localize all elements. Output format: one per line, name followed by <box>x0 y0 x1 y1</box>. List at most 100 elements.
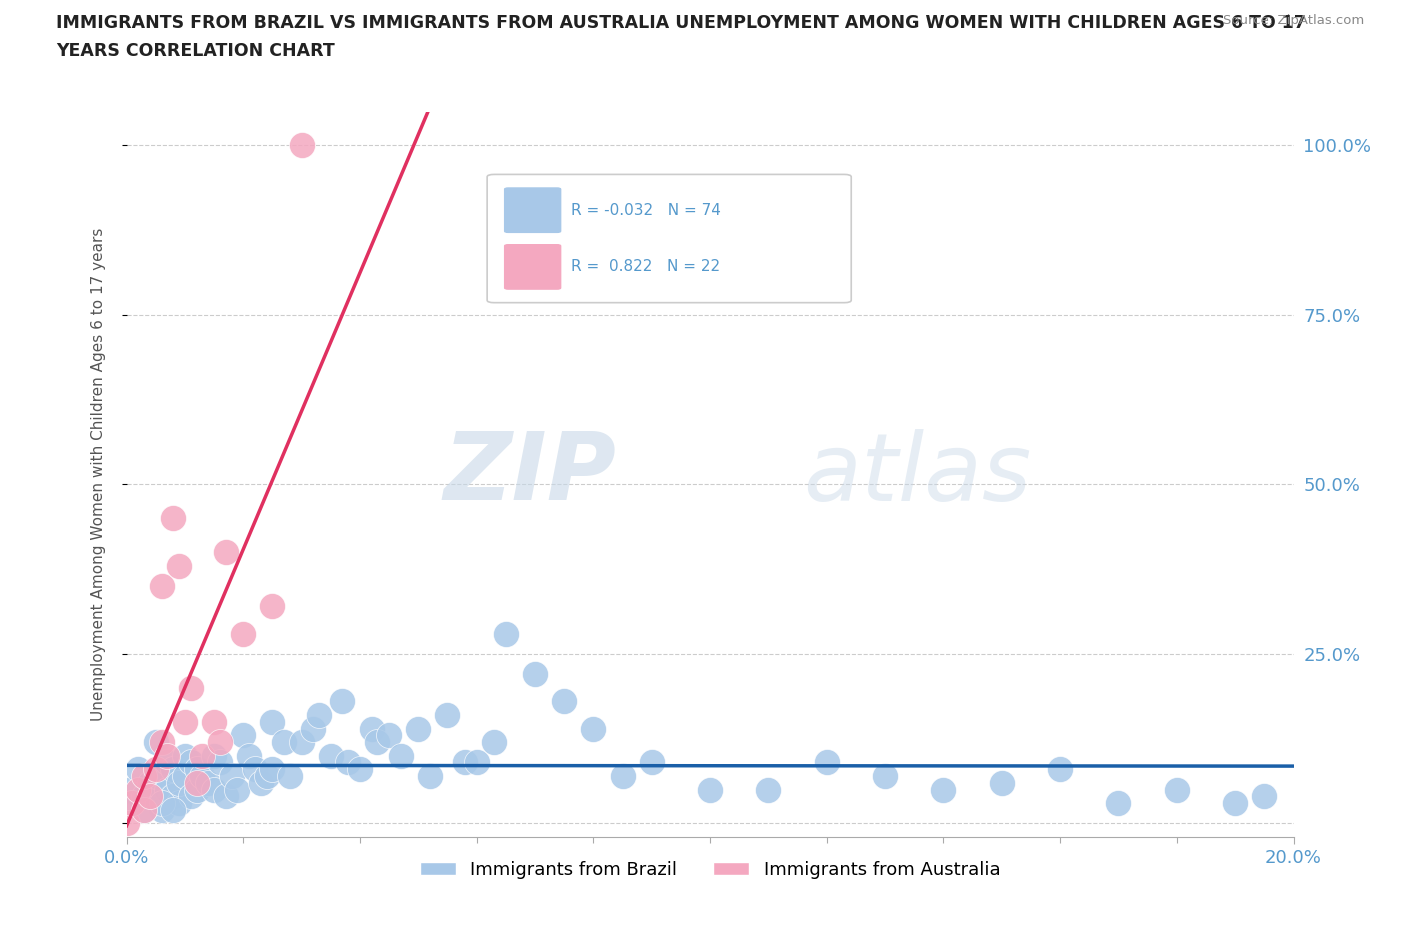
Point <box>1166 782 1188 797</box>
Y-axis label: Unemployment Among Women with Children Ages 6 to 17 years: Unemployment Among Women with Children A… <box>91 228 105 721</box>
Point <box>756 782 779 797</box>
Text: ZIP: ZIP <box>444 429 617 520</box>
Point <box>191 749 214 764</box>
Point <box>174 768 197 783</box>
Point <box>145 735 167 750</box>
Point <box>1253 789 1275 804</box>
Point <box>186 776 208 790</box>
Point <box>174 749 197 764</box>
Point <box>378 728 401 743</box>
Point <box>202 714 225 729</box>
Point <box>932 782 955 797</box>
Point <box>156 782 179 797</box>
Point <box>273 735 295 750</box>
Point <box>238 749 260 764</box>
Point <box>1108 796 1130 811</box>
Point <box>197 776 219 790</box>
Point <box>162 762 184 777</box>
Point <box>495 626 517 641</box>
Point <box>302 721 325 736</box>
Point <box>454 755 477 770</box>
Point <box>132 789 155 804</box>
Point <box>156 749 179 764</box>
Point <box>162 511 184 525</box>
Point <box>1049 762 1071 777</box>
Point <box>127 782 149 797</box>
Point <box>232 728 254 743</box>
Point <box>145 762 167 777</box>
Point <box>115 782 138 797</box>
Point <box>262 599 284 614</box>
Point <box>640 755 664 770</box>
Point <box>582 721 605 736</box>
Point <box>162 803 184 817</box>
Point <box>127 762 149 777</box>
Point <box>208 735 231 750</box>
Point <box>319 749 342 764</box>
Point <box>465 755 488 770</box>
Point <box>167 776 190 790</box>
Point <box>162 789 184 804</box>
Point <box>180 789 202 804</box>
Point <box>308 708 330 723</box>
Point <box>167 796 190 811</box>
Point <box>243 762 266 777</box>
Point <box>389 749 412 764</box>
Point <box>290 138 312 153</box>
Point <box>290 735 312 750</box>
Point <box>115 816 138 830</box>
Point <box>191 768 214 783</box>
Point <box>121 796 143 811</box>
Point <box>174 714 197 729</box>
Point <box>180 681 202 696</box>
Point <box>202 782 225 797</box>
Point <box>226 782 249 797</box>
Point <box>232 626 254 641</box>
Point <box>875 768 897 783</box>
Point <box>150 796 173 811</box>
Point <box>436 708 458 723</box>
Point <box>180 755 202 770</box>
Text: Source: ZipAtlas.com: Source: ZipAtlas.com <box>1223 14 1364 27</box>
Point <box>150 803 173 817</box>
Point <box>699 782 721 797</box>
Point <box>132 768 155 783</box>
Text: YEARS CORRELATION CHART: YEARS CORRELATION CHART <box>56 42 335 60</box>
Point <box>139 789 162 804</box>
Point <box>215 545 238 560</box>
Point <box>132 803 155 817</box>
Point <box>215 789 238 804</box>
Point <box>208 755 231 770</box>
Point <box>150 735 173 750</box>
Point <box>139 776 162 790</box>
Point <box>262 762 284 777</box>
Point <box>366 735 388 750</box>
Point <box>186 782 208 797</box>
Point <box>167 558 190 573</box>
Point <box>482 735 505 750</box>
Point <box>202 749 225 764</box>
Point <box>145 768 167 783</box>
Point <box>337 755 360 770</box>
Point <box>815 755 838 770</box>
Point <box>408 721 430 736</box>
Point <box>278 768 301 783</box>
Point <box>156 755 179 770</box>
Point <box>612 768 634 783</box>
Point <box>332 694 354 709</box>
Point <box>1223 796 1246 811</box>
Point <box>186 762 208 777</box>
Point <box>524 667 547 682</box>
Point <box>256 768 278 783</box>
Point <box>990 776 1012 790</box>
Point <box>419 768 441 783</box>
Point <box>262 714 284 729</box>
Point <box>349 762 371 777</box>
Text: IMMIGRANTS FROM BRAZIL VS IMMIGRANTS FROM AUSTRALIA UNEMPLOYMENT AMONG WOMEN WIT: IMMIGRANTS FROM BRAZIL VS IMMIGRANTS FRO… <box>56 14 1306 32</box>
Point <box>360 721 382 736</box>
Point <box>132 803 155 817</box>
Text: atlas: atlas <box>803 429 1032 520</box>
Legend: Immigrants from Brazil, Immigrants from Australia: Immigrants from Brazil, Immigrants from … <box>412 854 1008 886</box>
Point <box>121 796 143 811</box>
Point <box>249 776 271 790</box>
